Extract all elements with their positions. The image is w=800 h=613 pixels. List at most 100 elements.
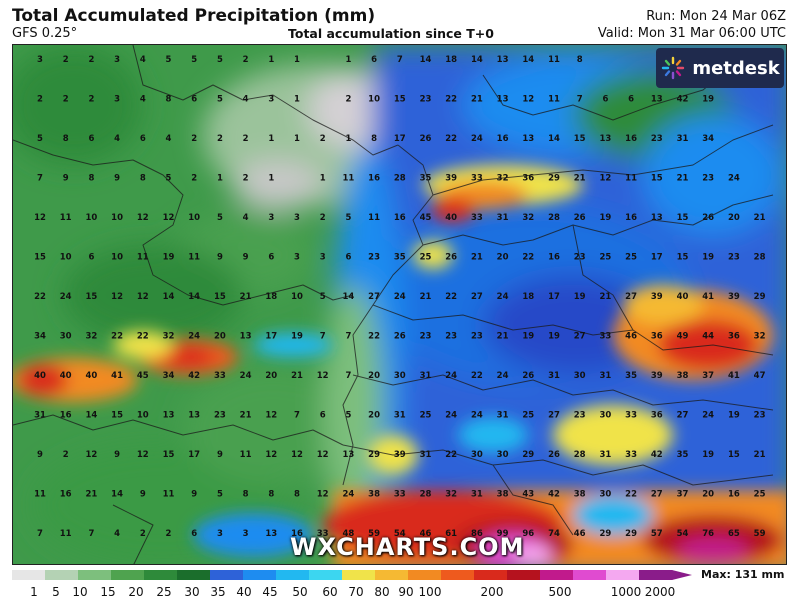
scale-swatch bbox=[474, 570, 508, 580]
grid-value: 3 bbox=[268, 213, 274, 223]
grid-value: 2 bbox=[191, 174, 197, 184]
grid-value: 42 bbox=[677, 95, 689, 105]
grid-value: 23 bbox=[368, 253, 380, 263]
scale-tick-label: 200 bbox=[480, 585, 504, 599]
grid-value: 24 bbox=[471, 411, 483, 421]
grid-value: 20 bbox=[728, 213, 740, 223]
grid-value: 6 bbox=[140, 134, 146, 144]
grid-value: 23 bbox=[420, 332, 432, 342]
grid-value: 35 bbox=[625, 371, 637, 381]
grid-value: 22 bbox=[137, 332, 149, 342]
grid-value: 14 bbox=[163, 292, 175, 302]
grid-value: 12 bbox=[317, 490, 329, 500]
grid-value: 5 bbox=[166, 174, 172, 184]
grid-value: 4 bbox=[166, 134, 172, 144]
grid-value: 23 bbox=[702, 174, 714, 184]
grid-value: 2 bbox=[345, 95, 351, 105]
grid-value: 24 bbox=[702, 411, 714, 421]
grid-value: 10 bbox=[291, 292, 303, 302]
grid-value: 12 bbox=[265, 450, 277, 460]
grid-value: 31 bbox=[677, 134, 689, 144]
grid-value: 5 bbox=[217, 213, 223, 223]
country-borders bbox=[13, 45, 774, 564]
grid-value: 3 bbox=[268, 95, 274, 105]
grid-value: 33 bbox=[471, 213, 483, 223]
scale-arrow-icon bbox=[672, 570, 692, 580]
grid-value: 11 bbox=[368, 213, 380, 223]
grid-value: 2 bbox=[243, 174, 249, 184]
grid-value: 15 bbox=[394, 95, 406, 105]
grid-value: 3 bbox=[243, 529, 249, 539]
grid-value: 30 bbox=[471, 450, 483, 460]
grid-value: 27 bbox=[574, 332, 586, 342]
grid-value: 33 bbox=[317, 529, 329, 539]
grid-value: 8 bbox=[243, 490, 249, 500]
grid-value: 46 bbox=[420, 529, 432, 539]
grid-value: 11 bbox=[34, 490, 46, 500]
scale-tick-label: 50 bbox=[292, 585, 308, 599]
grid-value: 12 bbox=[522, 95, 534, 105]
grid-value: 45 bbox=[137, 371, 149, 381]
scale-swatch bbox=[507, 570, 541, 580]
metdesk-logo: metdesk bbox=[656, 48, 784, 88]
grid-value: 7 bbox=[345, 332, 351, 342]
grid-value: 20 bbox=[368, 371, 380, 381]
grid-value: 12 bbox=[111, 292, 123, 302]
precipitation-map[interactable]: 3 2 2 3 4 5 5 5 2 1 1 1 6 7 14 18 14 13 14 11 8 2 2 2 3 4 8 6 5 4 3 1 2 1… bbox=[12, 44, 787, 565]
grid-value: 41 bbox=[728, 371, 740, 381]
grid-value: 5 bbox=[217, 55, 223, 65]
grid-value: 38 bbox=[677, 371, 689, 381]
scale-tick-label: 15 bbox=[100, 585, 116, 599]
grid-value: 13 bbox=[188, 411, 200, 421]
grid-value: 3 bbox=[294, 253, 300, 263]
grid-value: 18 bbox=[445, 55, 457, 65]
grid-value: 16 bbox=[728, 490, 740, 500]
value-grid: 3 2 2 3 4 5 5 5 2 1 1 1 6 7 14 18 14 13 14 11 82 2 2 3 4 8 6 5 4 3 1 2 1… bbox=[34, 55, 766, 539]
grid-value: 26 bbox=[394, 332, 406, 342]
grid-value: 25 bbox=[420, 411, 432, 421]
grid-value: 25 bbox=[599, 253, 611, 263]
grid-value: 21 bbox=[574, 174, 586, 184]
grid-value: 45 bbox=[420, 213, 432, 223]
grid-value: 33 bbox=[214, 371, 226, 381]
grid-value: 6 bbox=[345, 253, 351, 263]
grid-value: 28 bbox=[394, 174, 406, 184]
grid-value: 6 bbox=[88, 253, 94, 263]
grid-value: 33 bbox=[599, 332, 611, 342]
grid-value: 11 bbox=[548, 95, 560, 105]
grid-value: 13 bbox=[497, 95, 509, 105]
grid-value: 16 bbox=[625, 134, 637, 144]
grid-value: 3 bbox=[294, 213, 300, 223]
grid-value: 40 bbox=[445, 213, 457, 223]
grid-value: 15 bbox=[111, 411, 123, 421]
grid-value: 30 bbox=[497, 450, 509, 460]
grid-value: 11 bbox=[240, 450, 252, 460]
grid-value: 48 bbox=[342, 529, 354, 539]
grid-value: 2 bbox=[140, 529, 146, 539]
grid-value: 9 bbox=[63, 174, 69, 184]
metdesk-burst-icon bbox=[662, 56, 685, 80]
grid-value: 18 bbox=[522, 292, 534, 302]
grid-value: 14 bbox=[548, 134, 560, 144]
grid-value: 12 bbox=[317, 371, 329, 381]
grid-value: 6 bbox=[88, 134, 94, 144]
scale-swatch bbox=[144, 570, 178, 580]
grid-value: 42 bbox=[548, 490, 560, 500]
grid-value: 37 bbox=[677, 490, 689, 500]
grid-value: 13 bbox=[651, 95, 663, 105]
grid-value: 4 bbox=[140, 95, 146, 105]
grid-value: 36 bbox=[728, 332, 740, 342]
precip-fill-highs bbox=[13, 165, 786, 564]
logo-text: metdesk bbox=[692, 57, 780, 79]
grid-value: 30 bbox=[599, 490, 611, 500]
grid-value: 2 bbox=[63, 95, 69, 105]
grid-value: 6 bbox=[320, 411, 326, 421]
grid-value: 34 bbox=[34, 332, 46, 342]
grid-value: 17 bbox=[548, 292, 560, 302]
grid-value: 15 bbox=[574, 134, 586, 144]
grid-value: 29 bbox=[548, 174, 560, 184]
grid-value: 74 bbox=[548, 529, 560, 539]
grid-value: 40 bbox=[677, 292, 689, 302]
grid-value: 3 bbox=[114, 55, 120, 65]
grid-value: 23 bbox=[728, 253, 740, 263]
